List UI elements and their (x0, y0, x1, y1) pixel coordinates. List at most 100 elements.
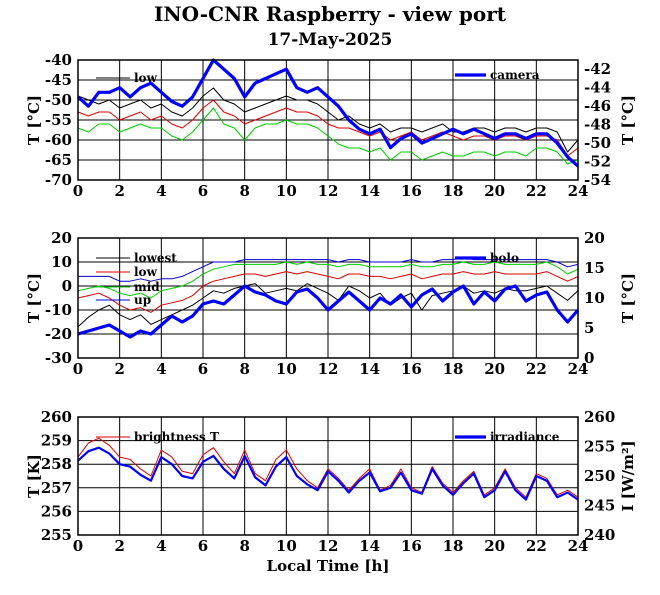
chart-panels: 0 2 4 6 8 10 12 14 16 18 20 22 24-70-65-60-55-50-45-… (25, 51, 637, 555)
y2-tick-label: 245 (584, 497, 615, 515)
series-line-bolo (77, 284, 580, 339)
chart-subtitle: 17-May-2025 (268, 30, 393, 50)
y-tick-label: 256 (41, 502, 72, 520)
x-tick-label: 24 (568, 537, 589, 555)
y2-tick-label: 10 (584, 289, 605, 307)
x-tick-label: 0 (73, 182, 83, 200)
y-tick-label: -40 (45, 51, 72, 69)
y2-axis-label: T [°C] (619, 273, 637, 323)
x-tick-label: 14 (359, 360, 380, 378)
legend-label: low (134, 265, 158, 279)
series-line-low (77, 271, 579, 313)
y-tick-label: 259 (41, 432, 72, 450)
legend-entry: irradiance (455, 430, 560, 444)
y-tick-label: 20 (51, 229, 72, 247)
series-line-mid (77, 261, 579, 299)
series-line-low (77, 87, 579, 153)
legend-entry: bolo (455, 251, 519, 265)
legend-label: brightness T (134, 430, 219, 444)
x-tick-label: 16 (401, 360, 422, 378)
x-tick-label: 12 (318, 182, 339, 200)
y2-tick-label: -52 (584, 153, 611, 171)
series-line-brightness-T (77, 437, 579, 498)
x-tick-label: 18 (443, 182, 464, 200)
y2-tick-label: 240 (584, 526, 615, 544)
x-tick-label: 14 (359, 182, 380, 200)
x-tick-label: 8 (239, 537, 249, 555)
x-tick-label: 24 (568, 360, 589, 378)
x-tick-label: 4 (156, 537, 166, 555)
legend-entry: camera (455, 68, 540, 82)
x-tick-label: 0 (73, 360, 83, 378)
legend-label: lowest (134, 251, 177, 265)
x-tick-label: 2 (114, 182, 124, 200)
plot-frame (77, 59, 579, 181)
y-tick-label: -10 (45, 301, 72, 319)
y2-tick-label: 5 (584, 319, 594, 337)
legend-label: low (134, 71, 158, 85)
y-axis-label: T [°C] (25, 95, 43, 145)
y2-tick-label: -48 (584, 116, 611, 134)
legend-entry: low (96, 265, 158, 279)
panel-1: 0 2 4 6 8 10 12 14 16 18 20 22 24-70-65-60-55-50-45-… (25, 51, 637, 200)
panel-2: 0 2 4 6 8 10 12 14 16 18 20 22 24-30-20-100102005101… (25, 229, 637, 378)
legend-entry: up (96, 293, 151, 307)
y2-tick-label: 15 (584, 259, 605, 277)
y2-axis-label: T [°C] (619, 95, 637, 145)
x-tick-label: 16 (401, 182, 422, 200)
x-tick-label: 2 (114, 537, 124, 555)
x-tick-label: 10 (276, 182, 297, 200)
y-tick-label: -55 (45, 111, 72, 129)
x-axis-label: Local Time [h] (267, 557, 390, 575)
x-tick-label: 4 (156, 182, 166, 200)
y-tick-label: 10 (51, 253, 72, 271)
x-tick-label: 18 (443, 537, 464, 555)
x-tick-label: 6 (198, 182, 208, 200)
x-tick-label: 6 (198, 360, 208, 378)
x-tick-label: 14 (359, 537, 380, 555)
y-tick-label: 260 (41, 408, 72, 426)
y2-tick-label: -50 (584, 134, 611, 152)
x-tick-label: 4 (156, 360, 166, 378)
y-tick-label: 255 (41, 526, 72, 544)
y2-tick-label: 255 (584, 438, 615, 456)
y-tick-label: 0 (62, 277, 72, 295)
y-tick-label: -20 (45, 325, 72, 343)
x-tick-label: 8 (239, 182, 249, 200)
y2-tick-label: 260 (584, 408, 615, 426)
y2-tick-label: -44 (584, 79, 611, 97)
x-tick-label: 20 (484, 360, 505, 378)
y-axis-label: T [K] (25, 454, 43, 498)
series-line-irradiance (77, 446, 579, 501)
y2-tick-label: 0 (584, 349, 594, 367)
y2-tick-label: -46 (584, 97, 611, 115)
x-tick-label: 10 (276, 360, 297, 378)
y-tick-label: -65 (45, 151, 72, 169)
legend-entry: brightness T (96, 430, 219, 444)
series-line-lowest (77, 283, 579, 328)
legend-label: bolo (490, 251, 519, 265)
x-tick-label: 20 (484, 537, 505, 555)
x-tick-label: 10 (276, 537, 297, 555)
y-tick-label: -60 (45, 131, 72, 149)
plot-frame (77, 416, 579, 536)
y-tick-label: -50 (45, 91, 72, 109)
plot-frame (77, 237, 579, 359)
x-tick-label: 16 (401, 537, 422, 555)
y2-tick-label: -42 (584, 60, 611, 78)
series-line-camera (76, 58, 580, 168)
series-line-up (78, 256, 579, 282)
x-tick-label: 22 (526, 182, 547, 200)
legend-label: camera (490, 68, 540, 82)
x-tick-label: 22 (526, 537, 547, 555)
y2-axis-label: I [W/m²] (619, 440, 637, 511)
y-tick-label: 257 (41, 479, 72, 497)
panel-3: 0 2 4 6 8 10 12 14 16 18 20 22 242552562572582592602… (25, 408, 637, 555)
series-line-unnamed-2 (77, 107, 579, 165)
x-tick-label: 24 (568, 182, 589, 200)
x-tick-label: 22 (526, 360, 547, 378)
legend-label: irradiance (490, 430, 560, 444)
chart-title: INO-CNR Raspberry - view port (154, 2, 507, 26)
x-tick-label: 12 (318, 360, 339, 378)
